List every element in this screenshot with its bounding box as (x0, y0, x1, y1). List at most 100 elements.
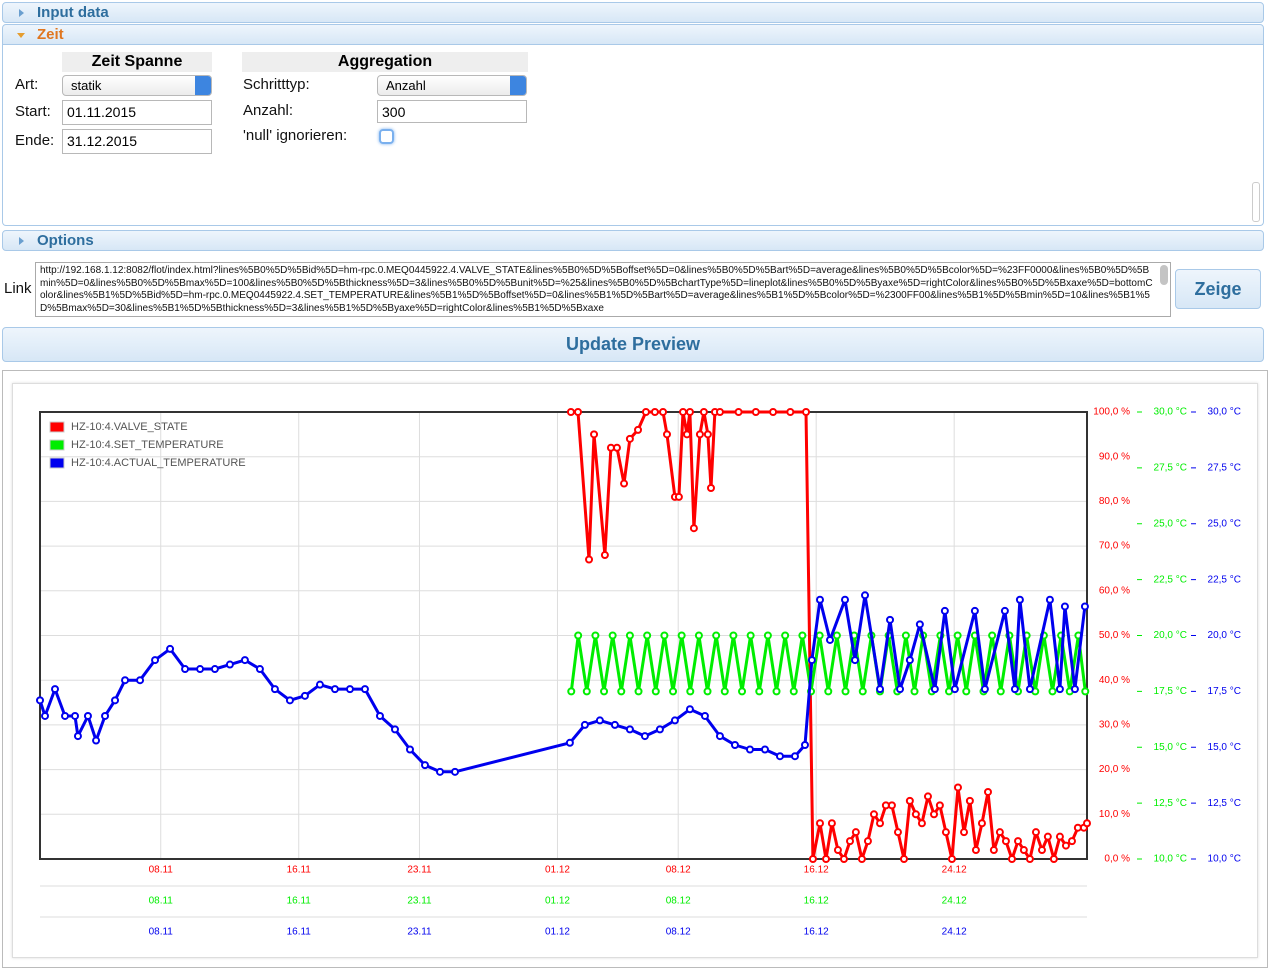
field-label: Start: (15, 103, 51, 120)
point (566, 408, 575, 416)
legend-swatch (49, 421, 65, 433)
point (699, 408, 708, 416)
section-title: Zeit (37, 26, 64, 43)
section-zeit[interactable]: Zeit (2, 24, 1264, 45)
point (960, 828, 969, 837)
update-preview-button[interactable]: Update Preview (2, 327, 1264, 362)
section-options[interactable]: Options (2, 230, 1264, 251)
x-tick-label: 24.12 (942, 865, 967, 876)
point (451, 767, 460, 776)
point (420, 761, 429, 770)
y-tick-label: 25,0 °C (1154, 518, 1187, 529)
point (755, 687, 764, 696)
point (789, 687, 798, 696)
point (61, 711, 70, 720)
x-tick-label: 23.11 (407, 865, 432, 876)
y-tick-label: 15,0 °C (1208, 742, 1241, 753)
field-label: Art: (15, 76, 39, 93)
y-tick-label: 40,0 % (1099, 675, 1130, 686)
point (760, 745, 769, 754)
point (950, 685, 959, 694)
point (887, 801, 896, 810)
point (1045, 595, 1054, 604)
point (790, 752, 799, 761)
point (640, 732, 649, 741)
select-value: Anzahl (386, 78, 426, 93)
art-select[interactable]: statik (62, 75, 212, 96)
point (610, 720, 619, 729)
point (840, 595, 849, 604)
point (715, 408, 724, 416)
point (863, 837, 872, 846)
point (953, 631, 962, 640)
point (988, 631, 997, 640)
aggregation-title: Aggregation (242, 52, 528, 72)
point (136, 676, 145, 685)
end-input[interactable]: 31.12.2015 (62, 129, 212, 154)
preview-frame (2, 370, 1268, 968)
link-textarea[interactable]: http://192.168.1.12:8082/flot/index.html… (35, 262, 1171, 317)
point (851, 656, 860, 665)
point (255, 665, 264, 674)
point (225, 660, 234, 669)
x-tick-label: 23.11 (407, 896, 432, 907)
select-value: statik (71, 78, 102, 93)
point (573, 408, 582, 416)
null-checkbox[interactable] (379, 129, 394, 144)
point (210, 665, 219, 674)
point (634, 425, 643, 434)
point (729, 631, 738, 640)
legend-label: HZ-10:4.VALVE_STATE (71, 421, 188, 433)
start-input[interactable]: 01.11.2015 (62, 100, 212, 125)
point (1031, 828, 1040, 837)
y-tick-label: 20,0 °C (1208, 630, 1241, 641)
point (808, 855, 817, 863)
point (662, 430, 671, 439)
point (300, 691, 309, 700)
point (643, 631, 652, 640)
y-tick-label: 70,0 % (1099, 541, 1130, 552)
point (685, 705, 694, 714)
series-line (38, 593, 1087, 774)
point (1067, 837, 1076, 846)
point (825, 635, 834, 644)
point (886, 615, 895, 624)
point (858, 687, 867, 696)
section-title: Input data (37, 4, 109, 21)
point (670, 716, 679, 725)
point (121, 676, 130, 685)
point (360, 685, 369, 694)
x-tick-label: 24.12 (942, 896, 967, 907)
point (617, 687, 626, 696)
point (1007, 855, 1016, 863)
point (1010, 685, 1019, 694)
zeit-spanne-title: Zeit Spanne (62, 52, 212, 72)
x-tick-label: 08.11 (149, 927, 174, 938)
point (669, 687, 678, 696)
field-label: Ende: (15, 132, 55, 149)
zeige-button[interactable]: Zeige (1175, 269, 1261, 309)
point (712, 631, 721, 640)
point (36, 696, 44, 705)
point (775, 752, 784, 761)
plot-frame (39, 411, 1088, 860)
x-tick-label: 23.11 (407, 927, 432, 938)
point (83, 711, 92, 720)
point (800, 741, 809, 750)
point (772, 687, 781, 696)
point (625, 434, 634, 443)
section-input-data[interactable]: Input data (2, 2, 1264, 23)
point (71, 711, 80, 720)
y-tick-label: 25,0 °C (1208, 518, 1241, 529)
point (971, 846, 980, 855)
y-tick-label: 20,0 °C (1154, 630, 1187, 641)
point (686, 687, 695, 696)
schritttyp-select[interactable]: Anzahl (377, 75, 527, 96)
anzahl-input[interactable]: 300 (377, 100, 527, 123)
point (608, 631, 617, 640)
point (734, 408, 743, 416)
point (839, 855, 848, 863)
point (435, 767, 444, 776)
point (815, 631, 824, 640)
y-tick-label: 27,5 °C (1154, 463, 1187, 474)
